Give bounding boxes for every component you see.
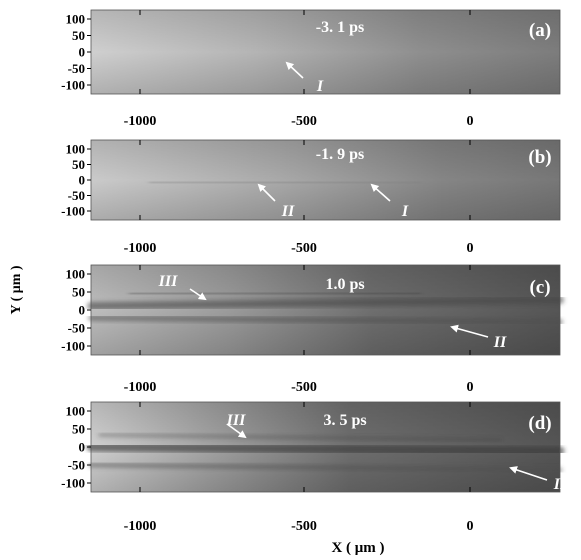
time-label: 1.0 ps (325, 276, 364, 293)
y-tick-label: 100 (66, 12, 86, 27)
x-tick-label: 0 (467, 241, 474, 256)
annotation-arrow (226, 423, 247, 439)
plasma-channel-streak (88, 462, 563, 473)
plasma-channel-streak (98, 433, 502, 442)
x-tick-label: 0 (467, 114, 474, 129)
y-axis-label: Y ( μm ) (9, 265, 24, 314)
annotation-arrow (509, 466, 548, 481)
time-label: -3. 1 ps (316, 19, 364, 36)
y-tick-label: -100 (61, 78, 85, 93)
annotation-label: III (158, 273, 178, 290)
annotation-label: II (281, 203, 295, 220)
annotation-label: I (316, 78, 324, 95)
x-tick-label: 0 (467, 380, 474, 395)
panel-label: (d) (528, 413, 551, 434)
y-tick-label: 50 (72, 157, 85, 172)
y-tick-label: 0 (79, 303, 86, 318)
time-label: 3. 5 ps (323, 412, 366, 429)
plasma-channel-streak (88, 315, 563, 325)
panel-shading (91, 265, 560, 355)
annotation-arrow (285, 61, 304, 79)
x-tick-label: -500 (291, 114, 317, 129)
panel-label: (b) (528, 147, 551, 168)
y-tick-label: 50 (72, 28, 85, 43)
y-tick-label: -50 (68, 458, 85, 473)
x-tick-label: -500 (291, 241, 317, 256)
y-tick-label: -50 (68, 188, 85, 203)
annotation-label: II (553, 476, 567, 493)
y-tick-label: 0 (79, 440, 86, 455)
y-tick-label: -100 (61, 339, 85, 354)
annotation-arrow (189, 288, 207, 301)
plasma-channel-streak (128, 291, 422, 296)
y-tick-label: 100 (66, 142, 86, 157)
x-tick-label: -500 (291, 519, 317, 534)
y-tick-label: -100 (61, 204, 85, 219)
time-label: -1. 9 ps (316, 146, 364, 163)
x-tick-label: -500 (291, 380, 317, 395)
plasma-channel-streak (86, 442, 565, 456)
x-tick-label: -1000 (124, 380, 157, 395)
panel-label: (a) (529, 20, 551, 41)
x-tick-label: -1000 (124, 519, 157, 534)
y-tick-label: 50 (72, 422, 85, 437)
y-tick-label: -100 (61, 476, 85, 491)
x-axis-label: X ( μm ) (331, 540, 384, 556)
x-tick-label: -1000 (124, 241, 157, 256)
annotation-label: II (493, 334, 507, 351)
y-tick-label: 100 (66, 404, 86, 419)
annotation-arrow (450, 324, 489, 338)
annotation-label: III (226, 412, 246, 429)
y-tick-label: 0 (79, 173, 86, 188)
plasma-channel-streak (148, 180, 422, 185)
y-tick-label: 0 (79, 45, 86, 60)
y-tick-label: -50 (68, 321, 85, 336)
y-tick-label: -50 (68, 61, 85, 76)
panel-label: (c) (529, 277, 550, 298)
annotation-arrow (370, 183, 391, 202)
plasma-channel-streak (87, 296, 564, 310)
annotation-label: I (401, 203, 409, 220)
y-tick-label: 50 (72, 285, 85, 300)
annotation-arrow (257, 183, 276, 202)
y-tick-label: 100 (66, 267, 86, 282)
x-tick-label: 0 (467, 519, 474, 534)
x-tick-label: -1000 (124, 114, 157, 129)
